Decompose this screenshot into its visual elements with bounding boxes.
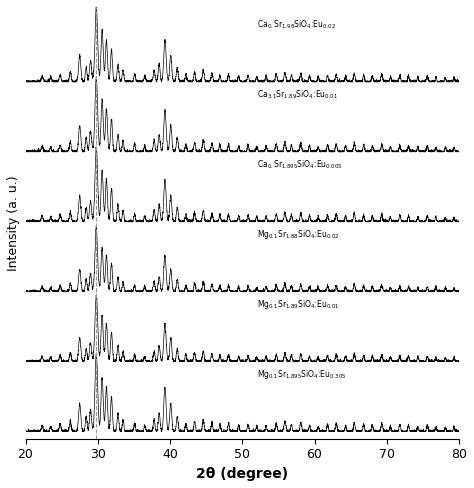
X-axis label: 2θ (degree): 2θ (degree) — [196, 467, 288, 481]
Y-axis label: Intensity (a. u.): Intensity (a. u.) — [7, 175, 20, 271]
Text: Mg$_{0.1}$Sr$_{1.89}$SiO$_{4}$:Eu$_{0.01}$: Mg$_{0.1}$Sr$_{1.89}$SiO$_{4}$:Eu$_{0.01… — [257, 298, 339, 311]
Text: Mg$_{0.1}$Sr$_{1.88}$SiO$_{4}$:Eu$_{0.02}$: Mg$_{0.1}$Sr$_{1.88}$SiO$_{4}$:Eu$_{0.02… — [257, 228, 339, 241]
Text: Ca$_{0.}$Sr$_{1.98}$SiO$_{4}$:Eu$_{0.02}$: Ca$_{0.}$Sr$_{1.98}$SiO$_{4}$:Eu$_{0.02}… — [257, 19, 336, 31]
Text: Ca$_{0.}$Sr$_{1.895}$SiO$_{4}$:Eu$_{0.005}$: Ca$_{0.}$Sr$_{1.895}$SiO$_{4}$:Eu$_{0.00… — [257, 159, 342, 171]
Text: Ca$_{3.1}$Sr$_{1.89}$SiO$_{4}$:Eu$_{0.01}$: Ca$_{3.1}$Sr$_{1.89}$SiO$_{4}$:Eu$_{0.01… — [257, 89, 338, 101]
Text: Mg$_{0.1}$Sr$_{1.895}$SiO$_{4}$:Eu$_{0.305}$: Mg$_{0.1}$Sr$_{1.895}$SiO$_{4}$:Eu$_{0.3… — [257, 368, 346, 381]
